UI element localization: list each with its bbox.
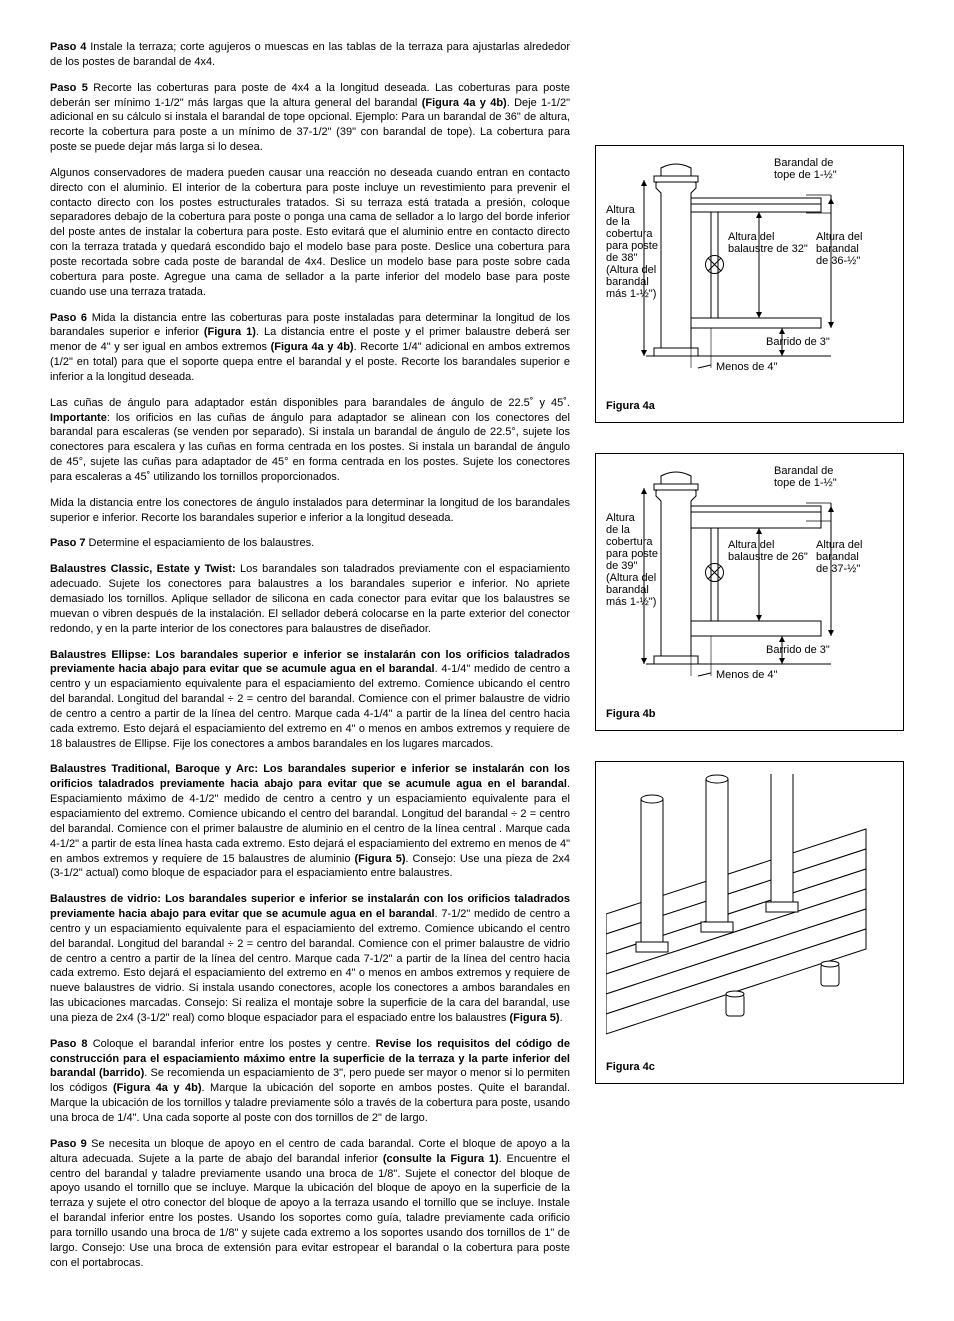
svg-text:Altura del: Altura del [728,539,774,551]
svg-text:más 1-½"): más 1-½") [606,596,656,608]
paso-5: Paso 5 Recorte las coberturas para poste… [50,81,570,155]
paso-5-note: Algunos conservadores de madera pueden c… [50,166,570,300]
svg-text:cobertura: cobertura [606,228,653,240]
figure-4b: Barandal de tope de 1-½" Altura de la co… [595,453,904,731]
paso-4: Paso 4 Instale la terraza; corte agujero… [50,40,570,70]
figures-column: Barandal de tope de 1-½" Altura de la co… [595,40,904,1281]
svg-text:de la: de la [606,216,631,228]
svg-text:barandal: barandal [606,584,649,596]
paso-6: Paso 6 Mida la distancia entre las cober… [50,311,570,385]
svg-text:Menos de 4": Menos de 4" [716,361,777,373]
svg-text:para poste: para poste [606,240,658,252]
balaustres-traditional: Balaustres Traditional, Baroque y Arc: L… [50,762,570,881]
svg-text:(Altura del: (Altura del [606,572,656,584]
svg-text:Barandal de: Barandal de [774,158,833,169]
figure-4a: Barandal de tope de 1-½" Altura de la co… [595,145,904,423]
balaustres-vidrio: Balaustres de vidrio: Los barandales sup… [50,892,570,1026]
svg-text:Barrido de 3": Barrido de 3" [766,336,830,348]
svg-text:tope de 1-½": tope de 1-½" [774,477,837,489]
svg-text:más 1-½"): más 1-½") [606,288,656,300]
svg-text:Menos de 4": Menos de 4" [716,669,777,681]
paso-6-note2: Mida la distancia entre los conectores d… [50,496,570,526]
svg-text:cobertura: cobertura [606,536,653,548]
svg-text:Altura del: Altura del [816,539,862,551]
svg-text:Barandal de: Barandal de [774,466,833,477]
svg-text:(Altura del: (Altura del [606,264,656,276]
svg-text:de la: de la [606,524,631,536]
svg-text:Barrido de 3": Barrido de 3" [766,644,830,656]
svg-text:barandal: barandal [816,551,859,563]
svg-text:de 37-½": de 37-½" [816,563,860,575]
svg-text:balaustre de 26": balaustre de 26" [728,551,808,563]
balaustres-ellipse: Balaustres Ellipse: Los barandales super… [50,648,570,752]
svg-text:Altura del: Altura del [728,231,774,243]
paso-7: Paso 7 Determine el espaciamiento de los… [50,536,570,551]
svg-text:de 39": de 39" [606,560,638,572]
svg-text:Altura del: Altura del [816,231,862,243]
svg-text:de 36-½": de 36-½" [816,255,860,267]
svg-text:barandal: barandal [606,276,649,288]
paso-9: Paso 9 Se necesita un bloque de apoyo en… [50,1137,570,1271]
svg-text:balaustre de 32": balaustre de 32" [728,243,808,255]
svg-text:Altura: Altura [606,512,636,524]
balaustres-classic: Balaustres Classic, Estate y Twist: Los … [50,562,570,636]
text-column: Paso 4 Instale la terraza; corte agujero… [50,40,570,1281]
svg-text:de 38": de 38" [606,252,638,264]
svg-text:Altura: Altura [606,204,636,216]
svg-text:para poste: para poste [606,548,658,560]
figure-4c: Figura 4c [595,761,904,1084]
svg-text:tope de 1-½": tope de 1-½" [774,169,837,181]
paso-8: Paso 8 Coloque el barandal inferior entr… [50,1037,570,1126]
svg-text:barandal: barandal [816,243,859,255]
paso-6-note1: Las cuñas de ángulo para adaptador están… [50,396,570,485]
